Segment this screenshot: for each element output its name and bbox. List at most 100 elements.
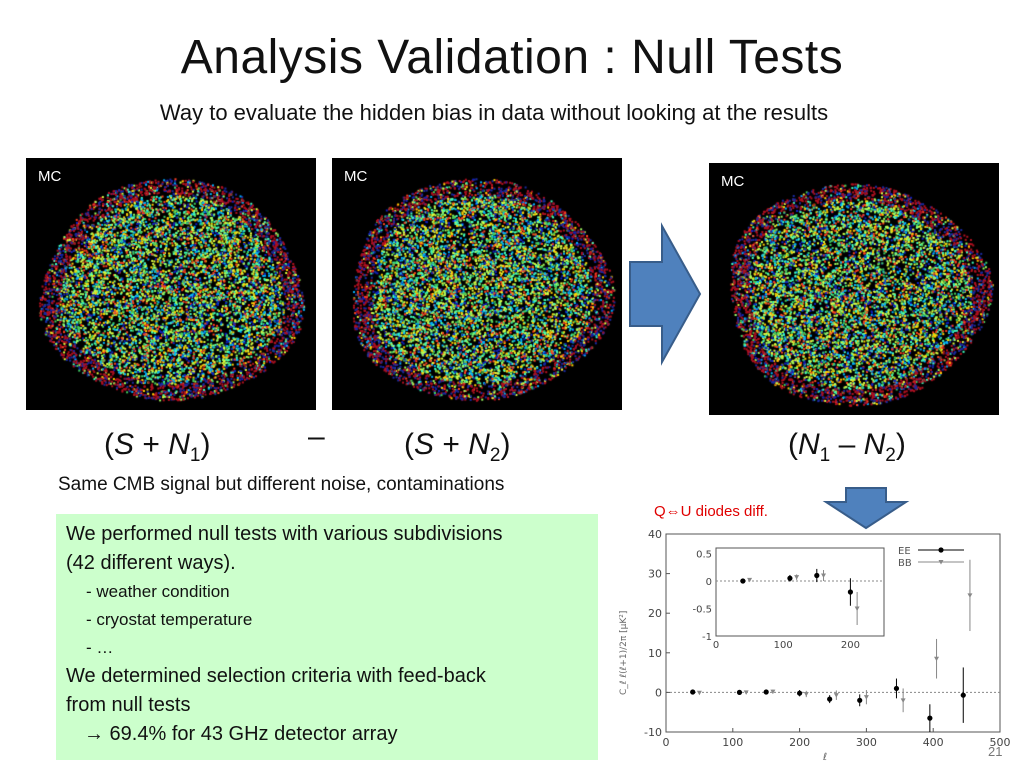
chart-marks xyxy=(690,559,973,732)
x-tick-label: 300 xyxy=(856,736,877,749)
x-tick-label: 200 xyxy=(789,736,810,749)
plus-sign: + xyxy=(134,428,169,461)
data-point-ee xyxy=(960,692,966,698)
data-point-ee xyxy=(893,685,900,692)
x-tick-label: 100 xyxy=(722,736,743,749)
x-tick-label: 400 xyxy=(923,736,944,749)
map-image xyxy=(26,158,316,410)
inset-data-point-ee xyxy=(814,572,820,579)
mc-map-n1-minus-n2: MC xyxy=(709,163,999,415)
data-point-ee xyxy=(736,689,743,695)
y-tick-label: 40 xyxy=(648,528,662,541)
mc-map-s-plus-n2: MC xyxy=(332,158,622,410)
data-point-bb xyxy=(967,593,973,598)
data-point-ee xyxy=(827,696,833,702)
data-point-bb xyxy=(900,698,906,703)
inset-x-tick-label: 100 xyxy=(774,640,793,651)
inset-data-point-ee xyxy=(787,575,793,581)
down-arrow-icon xyxy=(822,487,910,530)
symbol-n: N xyxy=(863,428,886,461)
data-point-ee xyxy=(690,689,696,695)
map-image xyxy=(709,163,999,415)
list-item: - cryostat temperature xyxy=(86,610,253,629)
symbol-n: N xyxy=(468,428,490,461)
formula-s-plus-n2: (S + N2) xyxy=(404,428,510,467)
symbol-s: S xyxy=(414,428,435,461)
summary-line: from null tests xyxy=(66,694,191,716)
paren-close: ) xyxy=(200,428,211,461)
formula-s-plus-n1: (S + N1) xyxy=(104,428,210,467)
mc-map-s-plus-n1: MC xyxy=(26,158,316,410)
chart-inset: 0 100 200 0.5 0 -0.5 -1 xyxy=(692,547,885,651)
paren-open: ( xyxy=(404,428,414,461)
inset-y-tick-label: -0.5 xyxy=(692,605,712,616)
data-point-bb xyxy=(934,656,940,662)
inset-data-point-ee xyxy=(740,578,746,584)
x-tick-label: 500 xyxy=(990,736,1011,749)
inset-data-point-bb xyxy=(821,573,827,578)
inset-y-tick-label: -1 xyxy=(702,632,712,643)
subscript: 2 xyxy=(885,445,896,466)
summary-line: (42 different ways). xyxy=(66,552,236,574)
paren-open: ( xyxy=(104,428,114,461)
symbol-n: N xyxy=(798,428,820,461)
data-point-ee xyxy=(763,689,769,695)
legend-label: EE xyxy=(898,546,911,557)
null-test-summary-box: We performed null tests with various sub… xyxy=(56,514,598,760)
plot-frame xyxy=(665,533,1001,733)
data-point-bb xyxy=(770,689,776,695)
subscript: 2 xyxy=(489,445,501,466)
inset-data-point-bb xyxy=(854,606,860,611)
signal-note: Same CMB signal but different noise, con… xyxy=(58,474,505,495)
data-point-ee xyxy=(797,690,803,696)
inset-y-tick-label: 0.5 xyxy=(696,550,712,561)
page-title: Analysis Validation : Null Tests xyxy=(180,31,844,84)
y-tick-label: 20 xyxy=(648,607,662,620)
summary-line: We determined selection criteria with fe… xyxy=(66,665,486,687)
y-tick-label: 0 xyxy=(655,686,662,699)
inset-data-point-bb xyxy=(747,577,753,583)
page-subtitle: Way to evaluate the hidden bias in data … xyxy=(159,100,829,125)
data-point-ee xyxy=(927,715,933,721)
plus-sign: + xyxy=(434,428,469,461)
legend-marker xyxy=(938,560,944,565)
formula-minus: – xyxy=(308,420,325,453)
legend-label: BB xyxy=(898,558,912,569)
map-label: MC xyxy=(344,168,368,185)
plot-label: Q⇔U diodes diff. xyxy=(654,503,768,520)
subscript: 1 xyxy=(189,445,201,466)
subscript: 1 xyxy=(819,445,831,466)
formula-n1-minus-n2: (N1 – N2) xyxy=(788,428,906,467)
y-axis-label: C_ℓ ℓ(ℓ+1)/2π [μK²] xyxy=(619,611,629,695)
inset-data-point-bb xyxy=(794,575,800,580)
data-point-bb xyxy=(833,693,839,698)
inset-data-point-ee xyxy=(847,589,853,595)
map-label: MC xyxy=(38,168,62,185)
inset-x-tick-label: 0 xyxy=(713,640,719,651)
y-tick-label: 30 xyxy=(648,568,662,581)
right-arrow-icon xyxy=(629,222,702,366)
data-point-bb xyxy=(863,695,869,700)
list-item: - … xyxy=(86,638,114,657)
data-point-bb xyxy=(696,690,702,696)
symbol-s: S xyxy=(114,428,135,461)
inset-x-tick-label: 200 xyxy=(841,640,860,651)
result-line: → 69.4% for 43 GHz detector array xyxy=(66,720,588,749)
x-tick-label: 0 xyxy=(663,736,670,749)
symbol-n: N xyxy=(168,428,190,461)
map-label: MC xyxy=(721,173,745,190)
inset-frame xyxy=(715,547,885,637)
summary-line: We performed null tests with various sub… xyxy=(66,523,503,545)
paren-close: ) xyxy=(895,428,906,461)
list-item: - weather condition xyxy=(86,582,230,601)
data-point-ee xyxy=(857,697,863,703)
data-point-bb xyxy=(743,690,749,695)
slide-number: 21 xyxy=(988,744,1003,759)
x-axis-label: ℓ xyxy=(823,752,827,763)
y-tick-label: 10 xyxy=(648,647,662,660)
y-tick-label: -10 xyxy=(644,726,662,739)
minus-sign: – xyxy=(830,428,864,461)
